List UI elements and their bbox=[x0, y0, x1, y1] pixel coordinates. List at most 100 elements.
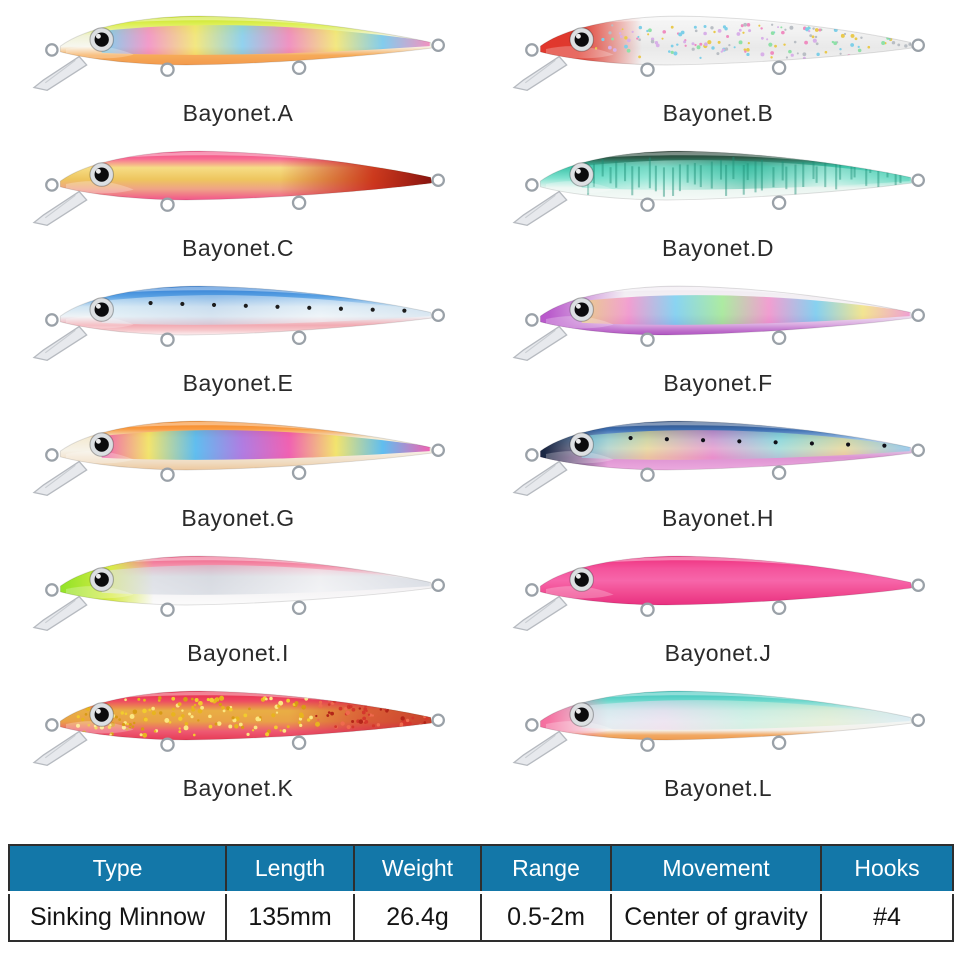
lure-image-c bbox=[10, 137, 466, 231]
belly-ring-front bbox=[640, 602, 655, 617]
lure-drawing bbox=[512, 420, 925, 497]
hook-rings bbox=[525, 38, 925, 77]
lure-cell-g: Bayonet.G bbox=[0, 405, 480, 540]
belly-ring-front bbox=[160, 602, 175, 617]
lure-lip bbox=[512, 55, 568, 92]
nose-ring bbox=[525, 718, 539, 732]
nose-ring bbox=[525, 178, 539, 192]
belly-ring-rear bbox=[771, 195, 787, 211]
lure-label: Bayonet.I bbox=[187, 640, 289, 666]
lure-cell-k: Bayonet.K bbox=[0, 675, 480, 810]
belly-ring-front bbox=[640, 332, 655, 347]
tail-ring bbox=[911, 443, 925, 458]
tail-ring bbox=[431, 578, 445, 593]
belly-ring-rear bbox=[291, 330, 307, 346]
lure-image-d bbox=[490, 137, 946, 231]
hook-rings bbox=[45, 173, 445, 212]
value-range: 0.5-2m bbox=[480, 892, 612, 942]
lure-label: Bayonet.E bbox=[182, 370, 294, 396]
lure-image-h bbox=[490, 407, 946, 501]
belly-ring-rear bbox=[291, 735, 307, 751]
tail-ring bbox=[911, 38, 925, 53]
lure-cell-f: Bayonet.F bbox=[480, 270, 960, 405]
nose-ring bbox=[45, 448, 59, 462]
hook-rings bbox=[525, 578, 925, 617]
value-hooks: #4 bbox=[820, 892, 954, 942]
lure-grid: Bayonet.A Bayonet.B bbox=[0, 0, 960, 810]
nose-ring bbox=[525, 313, 539, 327]
lure-label: Bayonet.L bbox=[663, 775, 773, 801]
value-weight: 26.4g bbox=[353, 892, 482, 942]
lure-image-i bbox=[10, 542, 466, 636]
value-type: Sinking Minnow bbox=[8, 892, 227, 942]
belly-ring-rear bbox=[291, 60, 307, 76]
lure-image-j bbox=[490, 542, 946, 636]
belly-ring-front bbox=[640, 62, 655, 77]
belly-ring-front bbox=[160, 467, 175, 482]
lure-cell-b: Bayonet.B bbox=[480, 0, 960, 135]
header-movement: Movement bbox=[610, 844, 822, 894]
tail-ring bbox=[431, 38, 445, 53]
lure-lip bbox=[32, 730, 88, 767]
lure-lip bbox=[32, 190, 88, 227]
lure-label: Bayonet.K bbox=[182, 775, 294, 801]
lure-label: Bayonet.F bbox=[663, 370, 773, 396]
nose-ring bbox=[45, 583, 59, 597]
belly-ring-rear bbox=[771, 465, 787, 481]
nose-ring bbox=[45, 43, 59, 57]
lure-label: Bayonet.D bbox=[662, 235, 774, 261]
lure-image-a bbox=[10, 2, 466, 96]
lure-image-k bbox=[10, 677, 466, 771]
lure-cell-h: Bayonet.H bbox=[480, 405, 960, 540]
hook-rings bbox=[525, 713, 925, 752]
nose-ring bbox=[525, 448, 539, 462]
tail-ring bbox=[911, 308, 925, 323]
lure-drawing bbox=[512, 555, 925, 632]
tail-ring bbox=[431, 713, 445, 728]
tail-ring bbox=[431, 443, 445, 458]
lure-lip bbox=[512, 730, 568, 767]
lure-label: Bayonet.J bbox=[664, 640, 772, 666]
header-weight: Weight bbox=[353, 844, 482, 894]
header-range: Range bbox=[480, 844, 612, 894]
lure-cell-d: Bayonet.D bbox=[480, 135, 960, 270]
tail-ring bbox=[431, 173, 445, 188]
lure-image-e bbox=[10, 272, 466, 366]
lure-label: Bayonet.A bbox=[182, 100, 294, 126]
tail-ring bbox=[911, 713, 925, 728]
lure-lip bbox=[512, 460, 568, 497]
lure-label: Bayonet.H bbox=[662, 505, 774, 531]
nose-ring bbox=[45, 178, 59, 192]
lure-image-f bbox=[490, 272, 946, 366]
lure-drawing bbox=[32, 150, 445, 227]
lure-drawing bbox=[32, 15, 445, 92]
belly-ring-rear bbox=[771, 600, 787, 616]
nose-ring bbox=[525, 43, 539, 57]
nose-ring bbox=[525, 583, 539, 597]
belly-ring-front bbox=[160, 197, 175, 212]
belly-ring-rear bbox=[291, 195, 307, 211]
lure-lip bbox=[512, 190, 568, 227]
hook-rings bbox=[45, 308, 445, 347]
header-hooks: Hooks bbox=[820, 844, 954, 894]
hook-rings bbox=[525, 308, 925, 347]
lure-lip bbox=[32, 325, 88, 362]
belly-ring-rear bbox=[771, 735, 787, 751]
lure-drawing bbox=[32, 555, 445, 632]
lure-label: Bayonet.B bbox=[662, 100, 774, 126]
tail-ring bbox=[431, 308, 445, 323]
belly-ring-rear bbox=[771, 330, 787, 346]
spec-value-row: Sinking Minnow 135mm 26.4g 0.5-2m Center… bbox=[8, 892, 954, 942]
lure-cell-i: Bayonet.I bbox=[0, 540, 480, 675]
hook-rings bbox=[525, 443, 925, 482]
lure-cell-j: Bayonet.J bbox=[480, 540, 960, 675]
lure-lip bbox=[32, 460, 88, 497]
belly-ring-rear bbox=[291, 465, 307, 481]
tail-ring bbox=[911, 173, 925, 188]
lure-drawing bbox=[512, 15, 925, 92]
belly-ring-front bbox=[640, 197, 655, 212]
hook-rings bbox=[45, 578, 445, 617]
nose-ring bbox=[45, 313, 59, 327]
lure-image-l bbox=[490, 677, 946, 771]
